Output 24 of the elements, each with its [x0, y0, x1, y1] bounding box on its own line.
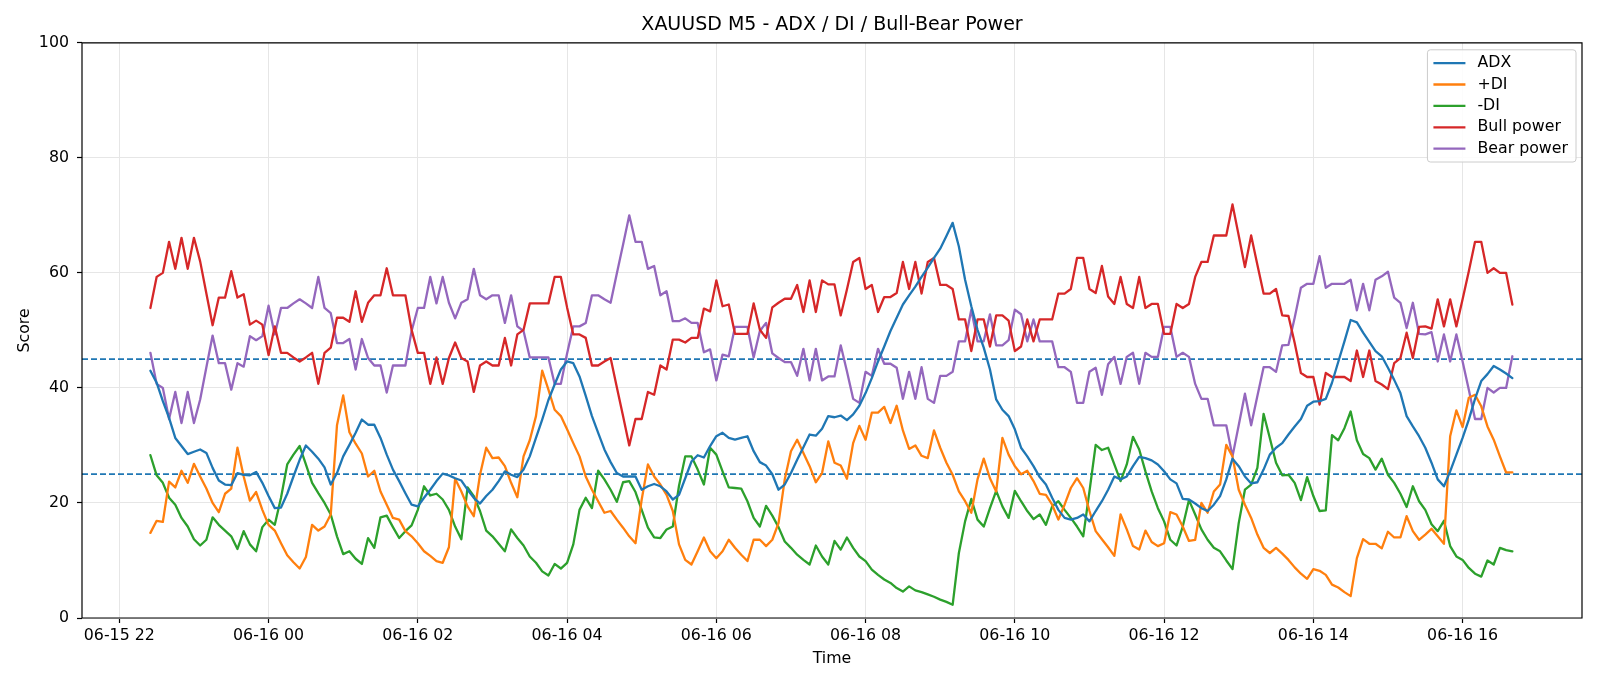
legend-label: Bear power [1477, 137, 1569, 157]
x-tick-label: 06-16 00 [233, 624, 305, 644]
y-axis-title: Score [13, 308, 33, 353]
x-axis-title: Time [811, 647, 852, 667]
legend-label: -DI [1477, 95, 1500, 114]
x-tick-label: 06-16 08 [830, 624, 902, 644]
y-tick-label: 80 [48, 146, 69, 166]
y-tick-label: 60 [48, 261, 69, 281]
chart-title: XAUUSD M5 - ADX / DI / Bull-Bear Power [641, 12, 1023, 35]
y-tick-label: 100 [38, 31, 69, 51]
legend-label: +DI [1477, 73, 1508, 93]
y-tick-label: 0 [58, 607, 69, 627]
legend-label: ADX [1477, 52, 1512, 72]
y-tick-label: 40 [48, 377, 69, 397]
x-tick-label: 06-16 16 [1427, 624, 1499, 644]
x-tick-label: 06-16 04 [531, 624, 603, 644]
x-tick-label: 06-16 02 [382, 624, 454, 644]
x-tick-label: 06-16 12 [1128, 624, 1200, 644]
x-tick-label: 06-15 22 [83, 624, 155, 644]
x-tick-label: 06-16 14 [1277, 624, 1349, 644]
legend-label: Bull power [1477, 116, 1562, 136]
x-tick-label: 06-16 10 [979, 624, 1051, 644]
y-tick-label: 20 [48, 492, 69, 512]
x-tick-label: 06-16 06 [680, 624, 752, 644]
